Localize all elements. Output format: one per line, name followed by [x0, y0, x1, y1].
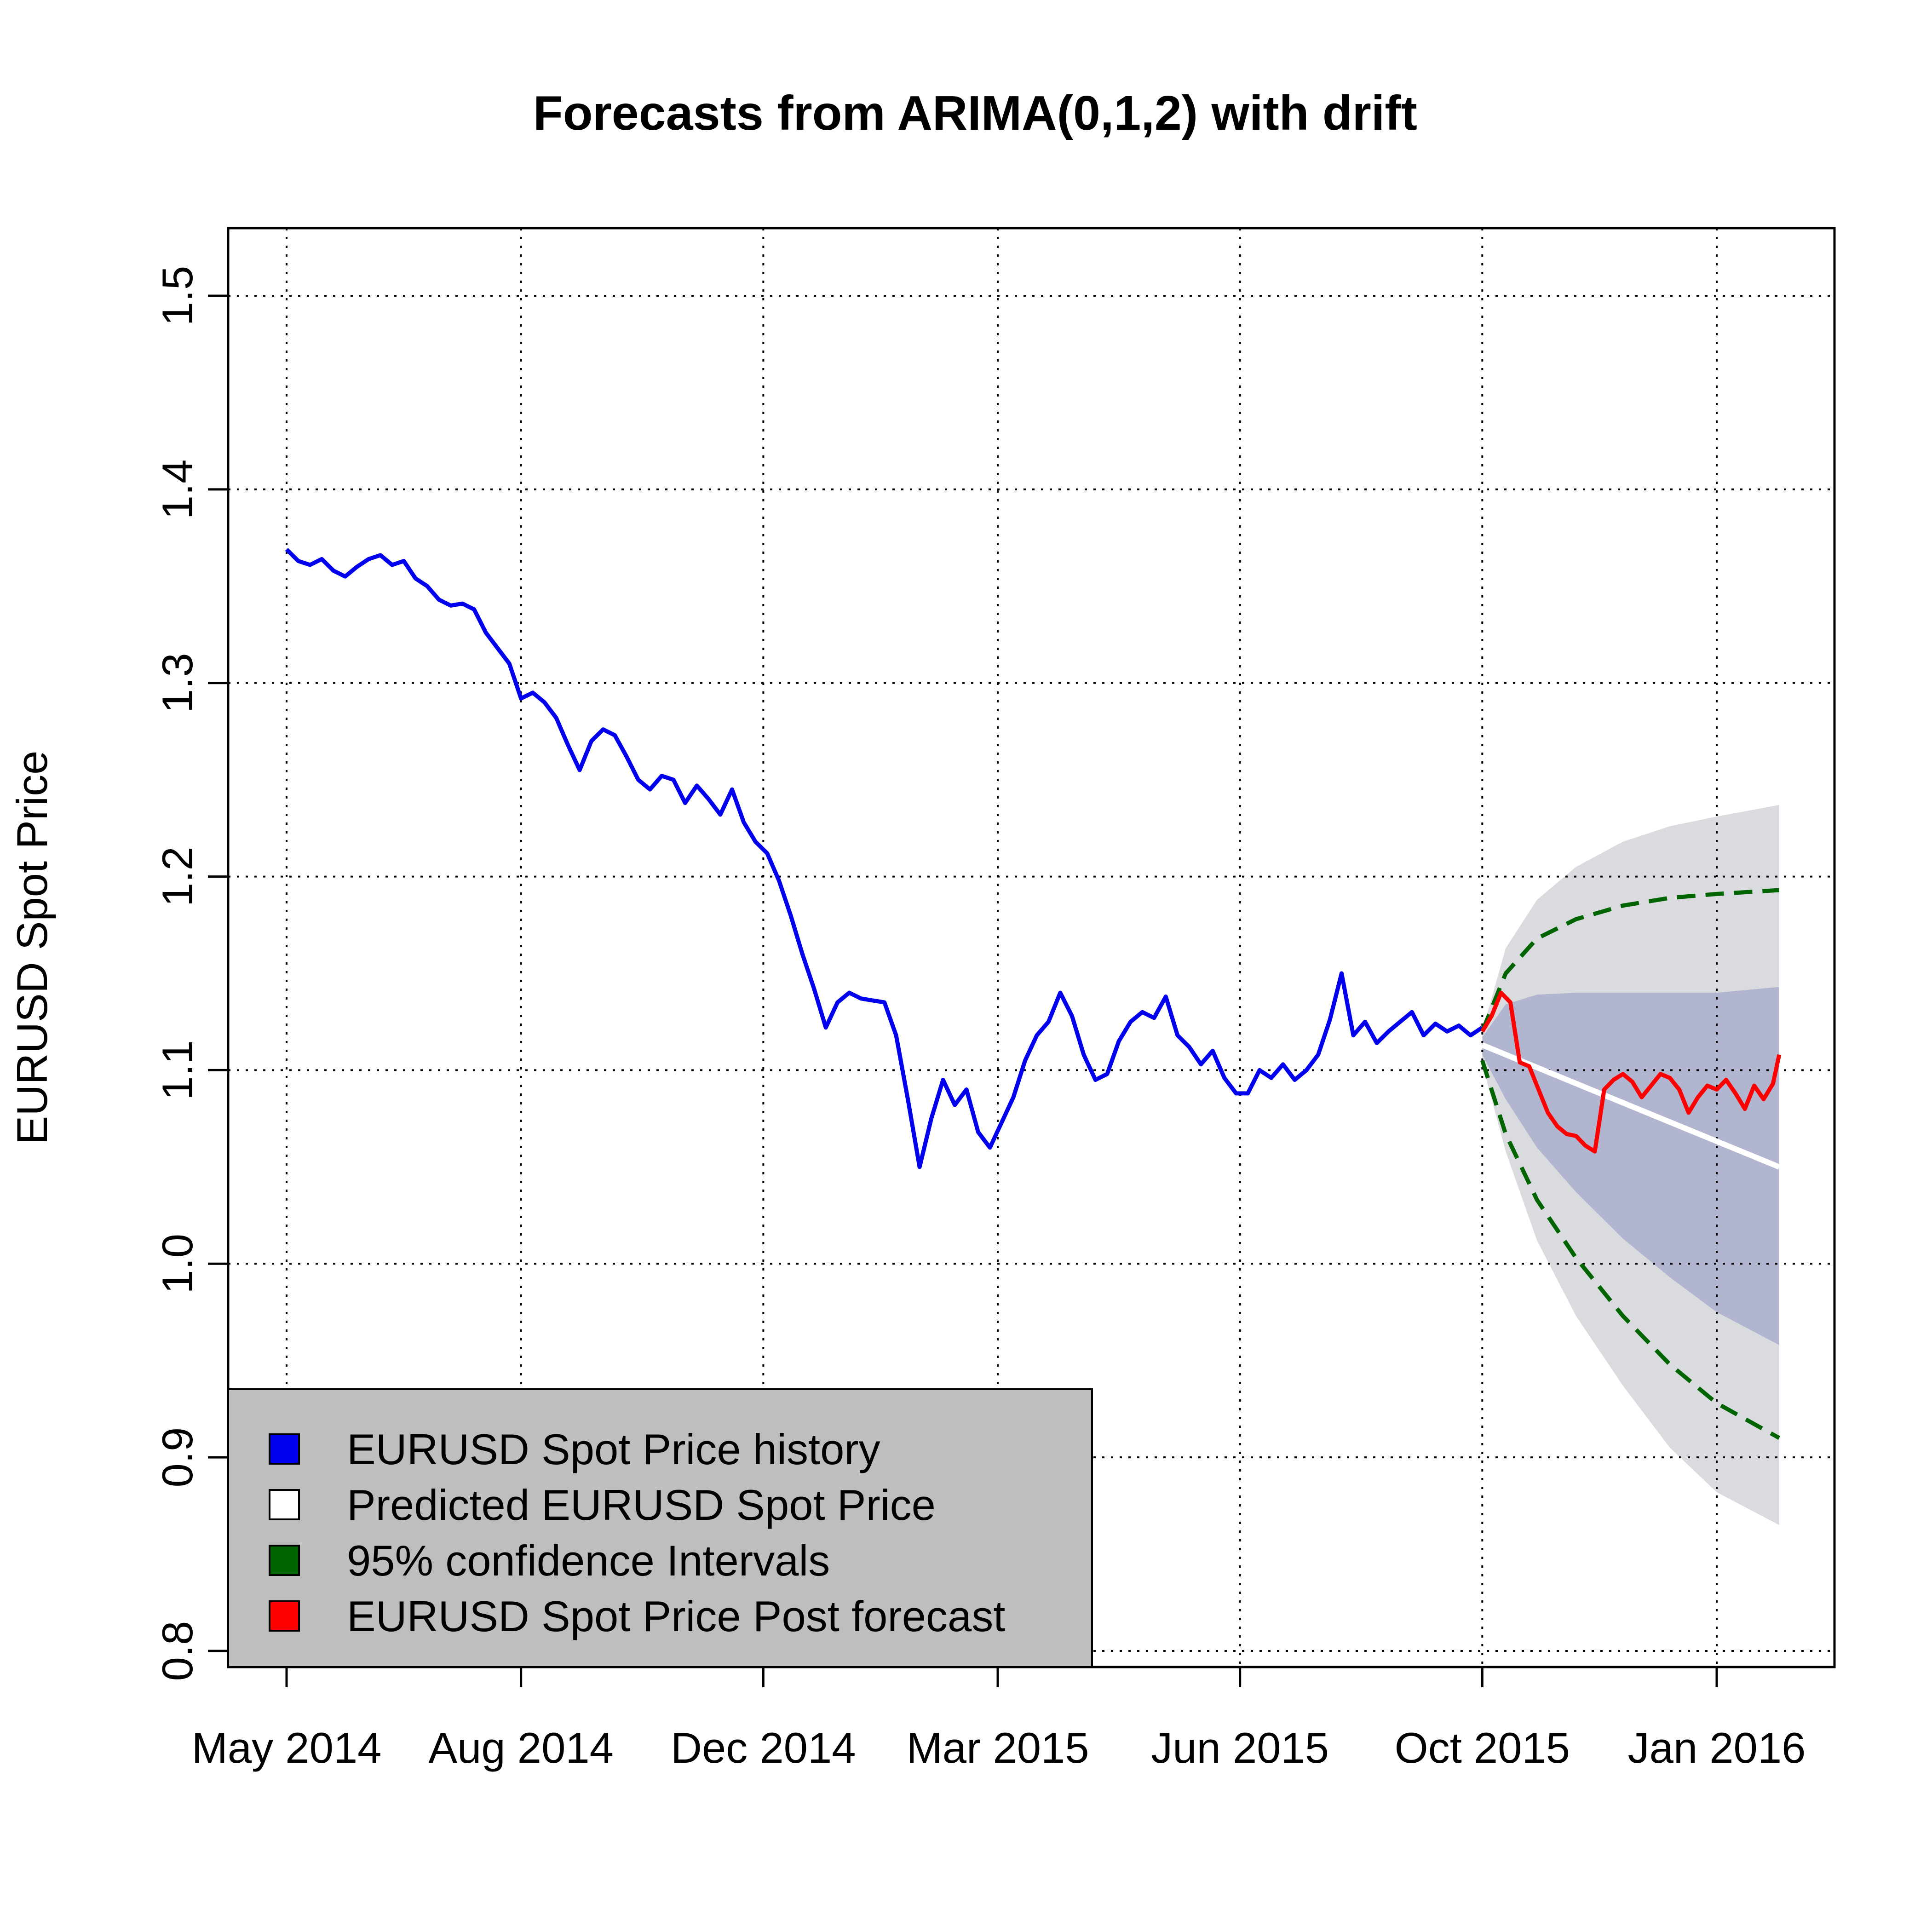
x-tick-label-2: Dec 2014	[671, 1724, 856, 1772]
legend-label-0: EURUSD Spot Price history	[347, 1425, 880, 1473]
history-line	[285, 548, 1484, 1169]
confidence-bands	[1482, 805, 1779, 1525]
y-axis: 0.8 0.9 1.0 1.1 1.2 1.3 1.4 1.5	[153, 266, 228, 1681]
legend-swatch-2	[269, 1545, 300, 1576]
chart-title: Forecasts from ARIMA(0,1,2) with drift	[533, 86, 1417, 140]
y-tick-label-1: 0.9	[153, 1427, 201, 1488]
y-tick-label-2: 1.0	[153, 1234, 201, 1294]
y-tick-label-0: 0.8	[153, 1621, 201, 1681]
x-tick-label-4: Jun 2015	[1151, 1724, 1329, 1772]
y-tick-label-5: 1.3	[153, 653, 201, 713]
legend-swatch-0	[269, 1433, 300, 1465]
y-tick-label-6: 1.4	[153, 460, 201, 520]
legend-swatch-3	[269, 1600, 300, 1632]
legend-box	[227, 1388, 1093, 1668]
y-tick-label-4: 1.2	[153, 846, 201, 907]
x-axis: May 2014 Aug 2014 Dec 2014 Mar 2015 Jun 2015…	[192, 1667, 1806, 1772]
ci-lower-line	[1480, 1060, 1781, 1440]
post-forecast-line	[1480, 990, 1782, 1154]
series-lines	[285, 548, 1782, 1440]
ci-upper-line	[1480, 888, 1780, 1032]
predicted-line	[1481, 1042, 1781, 1170]
y-axis-label: EURUSD Spot Price	[8, 751, 56, 1145]
x-tick-label-5: Oct 2015	[1395, 1724, 1570, 1772]
legend-swatch-1	[269, 1489, 300, 1520]
legend: EURUSD Spot Price history Predicted EURUS…	[227, 1388, 1093, 1668]
legend-label-3: EURUSD Spot Price Post forecast	[347, 1592, 1005, 1640]
x-tick-label-1: Aug 2014	[428, 1724, 613, 1772]
legend-label-2: 95% confidence Intervals	[347, 1536, 830, 1585]
legend-label-1: Predicted EURUSD Spot Price	[347, 1481, 936, 1529]
y-tick-label-7: 1.5	[153, 266, 201, 326]
x-tick-label-3: Mar 2015	[906, 1724, 1089, 1772]
x-tick-label-0: May 2014	[192, 1724, 382, 1772]
y-tick-label-3: 1.1	[153, 1040, 201, 1100]
x-tick-label-6: Jan 2016	[1628, 1724, 1806, 1772]
